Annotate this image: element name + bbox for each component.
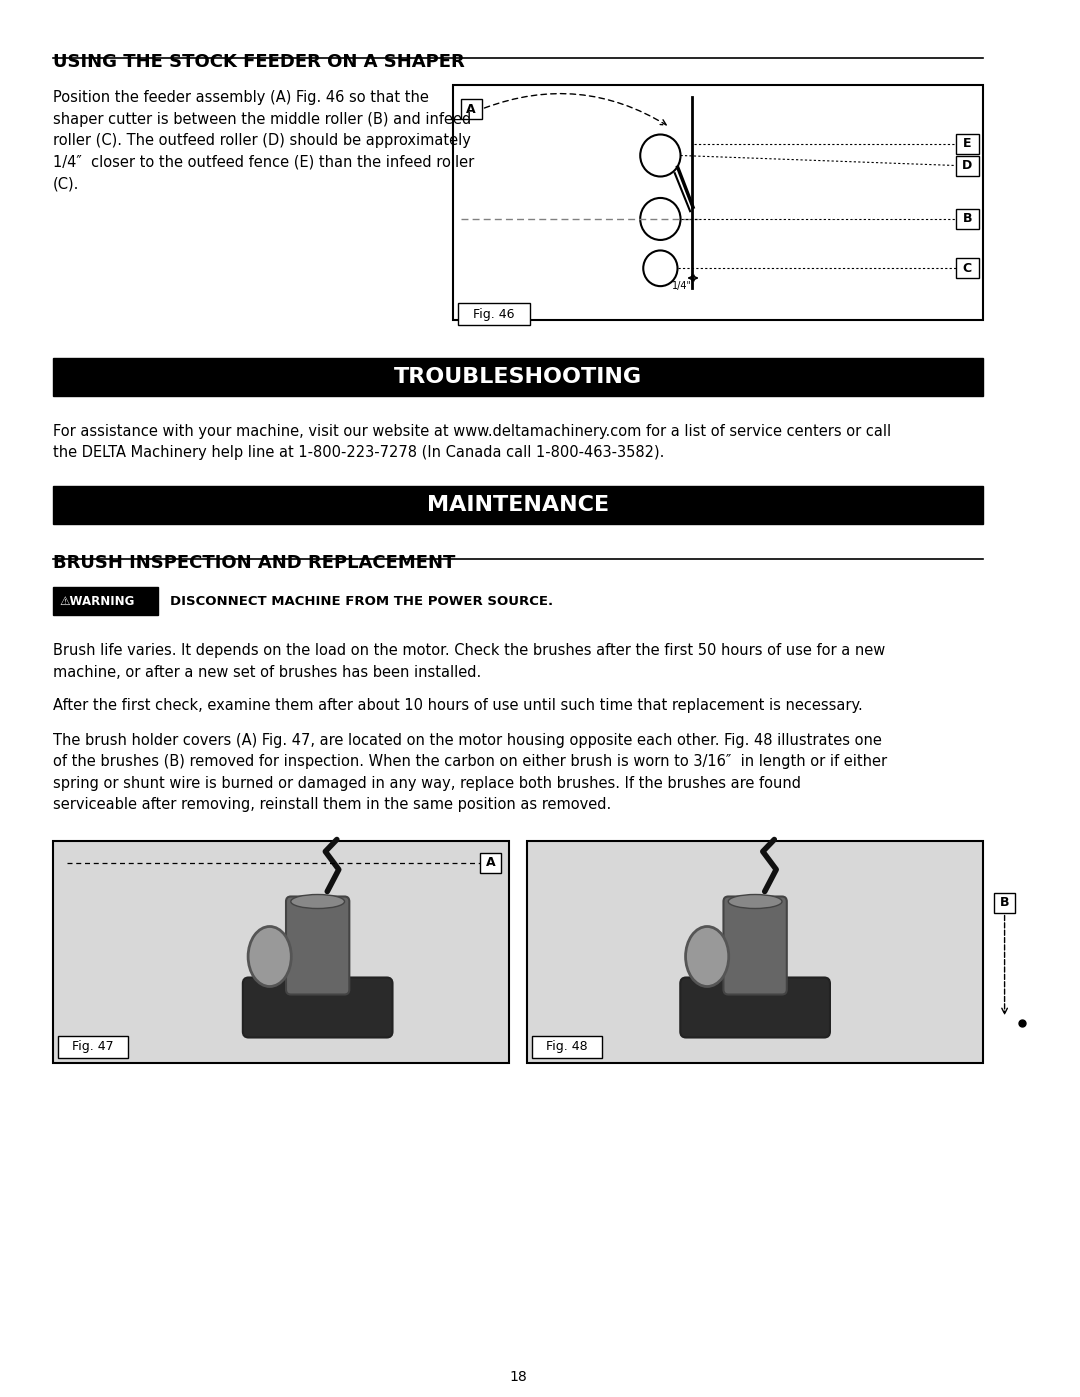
FancyBboxPatch shape [53,587,159,615]
Text: The brush holder covers (A) Fig. 47, are located on the motor housing opposite e: The brush holder covers (A) Fig. 47, are… [53,732,887,812]
Text: D: D [962,159,972,172]
FancyBboxPatch shape [956,155,978,176]
FancyBboxPatch shape [480,852,501,873]
FancyBboxPatch shape [57,1035,127,1058]
Text: C: C [962,261,972,275]
FancyBboxPatch shape [956,134,978,154]
Text: BRUSH INSPECTION AND REPLACEMENT: BRUSH INSPECTION AND REPLACEMENT [53,555,455,571]
Text: 1/4": 1/4" [673,281,692,291]
FancyBboxPatch shape [956,210,978,229]
Text: Fig. 47: Fig. 47 [72,1039,113,1053]
FancyBboxPatch shape [956,258,978,278]
FancyBboxPatch shape [53,358,984,395]
FancyBboxPatch shape [458,303,529,326]
FancyBboxPatch shape [453,85,984,320]
Text: ⚠WARNING: ⚠WARNING [59,595,135,608]
FancyBboxPatch shape [286,897,349,995]
Text: A: A [486,856,495,869]
FancyBboxPatch shape [680,978,829,1038]
Text: MAINTENANCE: MAINTENANCE [427,495,609,515]
Ellipse shape [291,894,345,908]
FancyBboxPatch shape [724,897,787,995]
Text: Brush life varies. It depends on the load on the motor. Check the brushes after : Brush life varies. It depends on the loa… [53,643,885,679]
Ellipse shape [248,926,292,986]
Text: For assistance with your machine, visit our website at www.deltamachinery.com fo: For assistance with your machine, visit … [53,425,891,460]
FancyBboxPatch shape [994,893,1015,912]
FancyBboxPatch shape [243,978,392,1038]
Text: Position the feeder assembly (A) Fig. 46 so that the
shaper cutter is between th: Position the feeder assembly (A) Fig. 46… [53,89,474,191]
Text: TROUBLESHOOTING: TROUBLESHOOTING [394,367,643,387]
Text: After the first check, examine them after about 10 hours of use until such time : After the first check, examine them afte… [53,698,863,712]
FancyBboxPatch shape [53,841,510,1063]
Text: USING THE STOCK FEEDER ON A SHAPER: USING THE STOCK FEEDER ON A SHAPER [53,53,464,71]
FancyBboxPatch shape [53,486,984,524]
Text: DISCONNECT MACHINE FROM THE POWER SOURCE.: DISCONNECT MACHINE FROM THE POWER SOURCE… [170,595,553,608]
Text: Fig. 48: Fig. 48 [546,1039,588,1053]
Text: B: B [1000,895,1010,909]
FancyBboxPatch shape [527,841,984,1063]
Ellipse shape [686,926,729,986]
Text: B: B [962,212,972,225]
Text: Fig. 46: Fig. 46 [473,307,515,320]
Ellipse shape [728,894,782,908]
Text: 18: 18 [510,1370,527,1384]
Text: A: A [467,102,476,116]
FancyBboxPatch shape [461,99,482,119]
Text: E: E [963,137,971,149]
FancyBboxPatch shape [531,1035,602,1058]
